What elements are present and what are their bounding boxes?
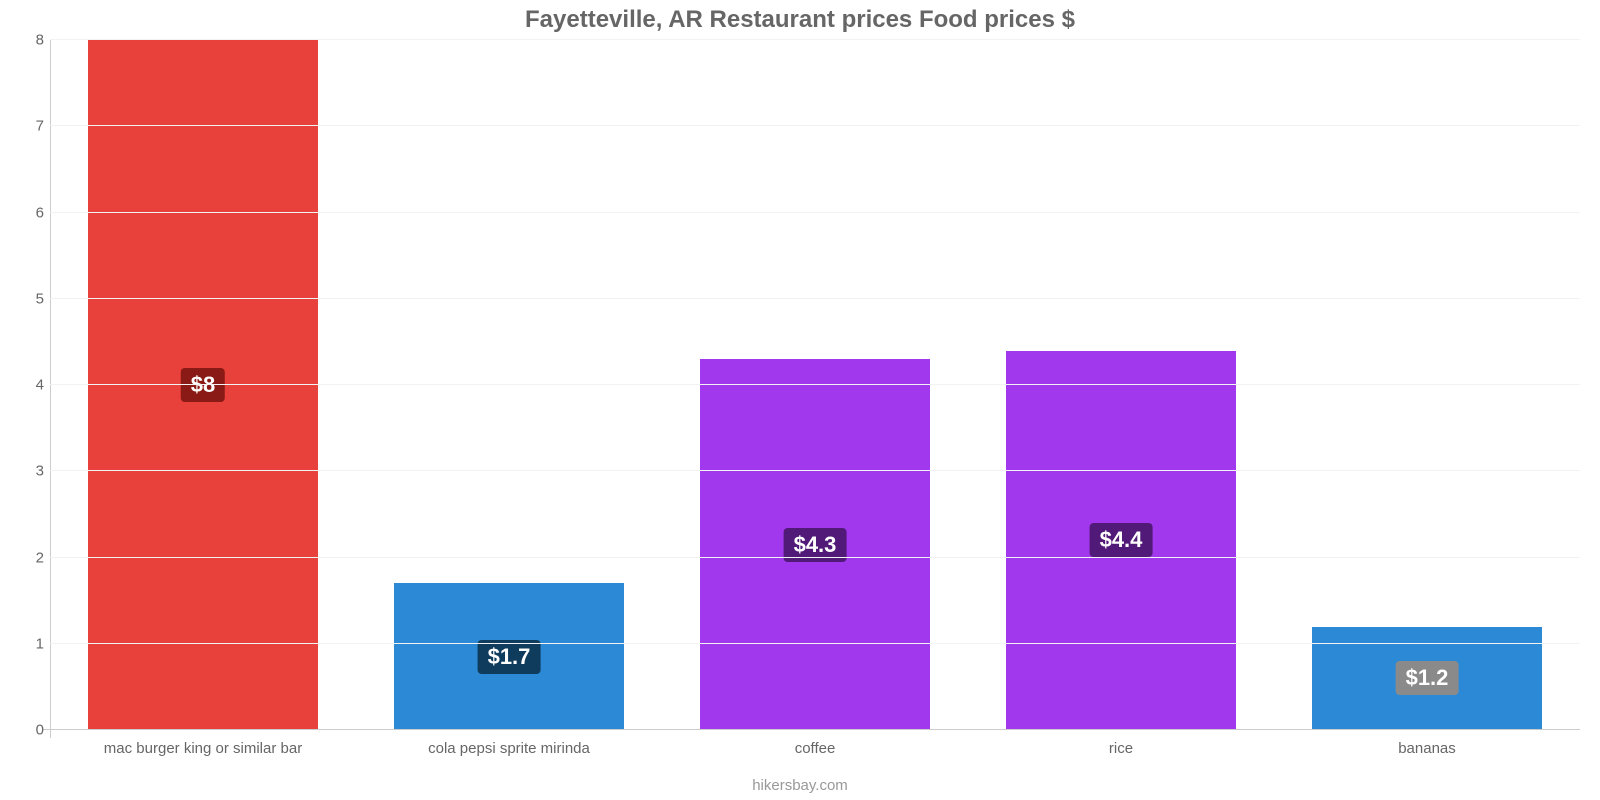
x-tick-label: mac burger king or similar bar — [104, 730, 302, 757]
grid-line — [50, 39, 1580, 40]
y-tick-label: 7 — [20, 118, 44, 135]
plot-area: $8$1.7$4.3$4.4$1.2 012345678mac burger k… — [50, 40, 1580, 730]
bar-value-label: $4.4 — [1090, 523, 1153, 557]
chart-container: Fayetteville, AR Restaurant prices Food … — [0, 0, 1600, 800]
x-tick-label: coffee — [795, 730, 836, 757]
y-tick-label: 1 — [20, 635, 44, 652]
chart-title: Fayetteville, AR Restaurant prices Food … — [0, 0, 1600, 34]
x-tick-label: cola pepsi sprite mirinda — [428, 730, 590, 757]
x-tick-label: rice — [1109, 730, 1133, 757]
y-tick-label: 5 — [20, 290, 44, 307]
chart-caption: hikersbay.com — [0, 777, 1600, 794]
y-tick-label: 2 — [20, 549, 44, 566]
y-tick-label: 4 — [20, 377, 44, 394]
y-tick-label: 8 — [20, 32, 44, 49]
grid-line — [50, 212, 1580, 213]
y-tick-label: 3 — [20, 463, 44, 480]
y-tick-label: 0 — [20, 722, 44, 739]
grid-line — [50, 643, 1580, 644]
y-tick-label: 6 — [20, 204, 44, 221]
grid-line — [50, 384, 1580, 385]
grid-line — [50, 470, 1580, 471]
y-axis-line — [50, 40, 51, 738]
grid-line — [50, 298, 1580, 299]
bars-layer: $8$1.7$4.3$4.4$1.2 — [50, 40, 1580, 730]
bar-value-label: $8 — [181, 368, 225, 402]
grid-line — [50, 557, 1580, 558]
x-tick-label: bananas — [1398, 730, 1456, 757]
bar-value-label: $1.2 — [1396, 661, 1459, 695]
bar-value-label: $1.7 — [478, 640, 541, 674]
grid-line — [50, 125, 1580, 126]
